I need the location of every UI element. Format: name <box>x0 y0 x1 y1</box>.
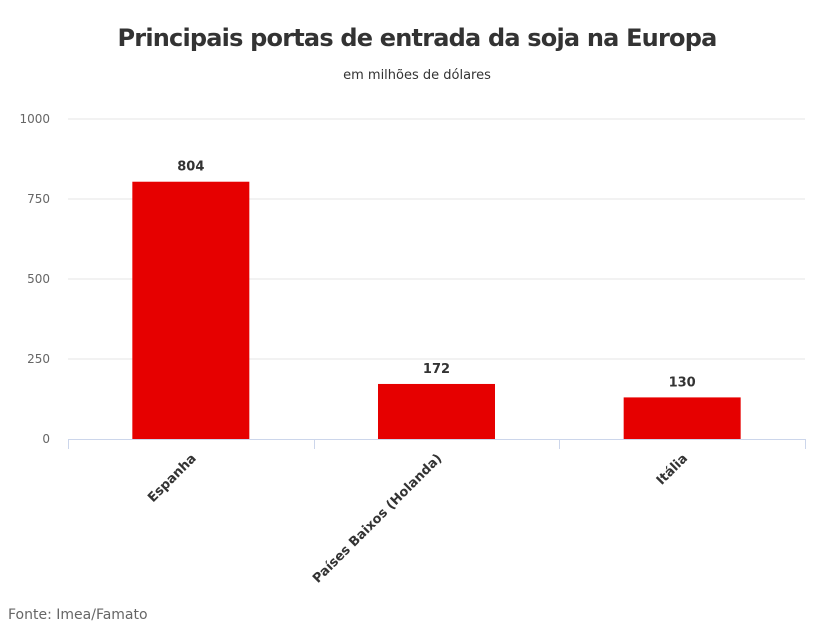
bar <box>378 383 495 439</box>
data-label: 804 <box>177 160 204 175</box>
chart-title: Principais portas de entrada da soja na … <box>117 24 718 52</box>
y-tick-label: 250 <box>27 352 50 366</box>
y-tick-label: 1000 <box>19 112 50 126</box>
x-tick-label: Espanha <box>145 451 199 505</box>
data-label: 130 <box>669 375 696 390</box>
y-tick-label: 750 <box>27 192 50 206</box>
y-tick-label: 500 <box>27 272 50 286</box>
bar <box>623 397 741 439</box>
bar <box>132 181 250 439</box>
x-tick-label: Itália <box>654 451 691 488</box>
data-label: 172 <box>423 362 450 377</box>
x-tick-label: Países Baixos (Holanda) <box>310 451 445 586</box>
source-note: Fonte: Imea/Famato <box>8 607 148 623</box>
chart-subtitle: em milhões de dólares <box>343 68 491 83</box>
y-tick-label: 0 <box>42 432 50 446</box>
